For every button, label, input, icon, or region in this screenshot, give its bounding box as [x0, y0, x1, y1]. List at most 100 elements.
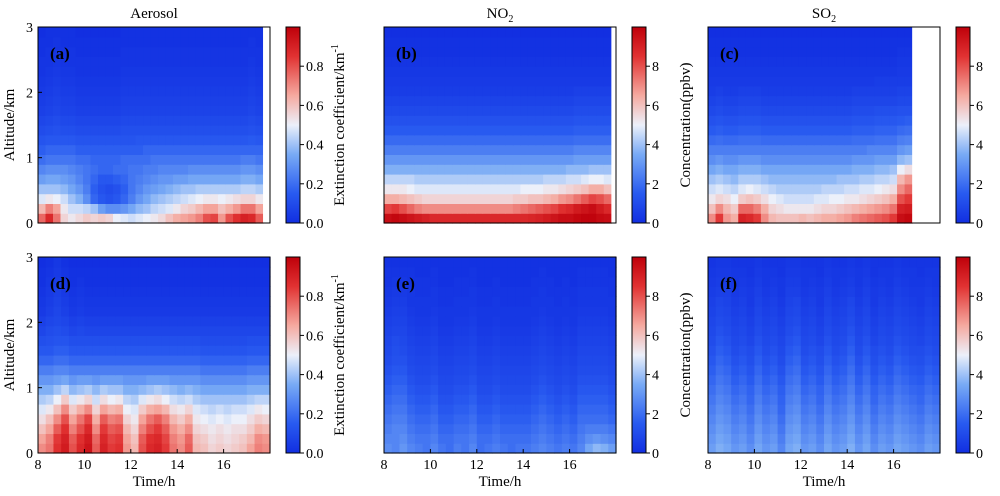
heatmap-cell: [60, 174, 69, 185]
heatmap-cell: [128, 36, 137, 48]
heatmap-cell: [730, 144, 739, 155]
colorbar-tick-label: 0.4: [306, 369, 324, 384]
heatmap-cell: [399, 213, 408, 224]
heatmap-cell: [130, 296, 140, 307]
heatmap-cell: [461, 433, 470, 444]
heatmap-cell: [255, 76, 264, 87]
heatmap-cell: [800, 315, 810, 327]
heatmap-cell: [851, 203, 860, 214]
heatmap-cell: [715, 266, 725, 278]
heatmap-cell: [862, 345, 871, 356]
heatmap-cell: [523, 364, 532, 376]
heatmap-cell: [406, 27, 415, 38]
heatmap-cell: [429, 203, 438, 214]
heatmap-cell: [523, 257, 532, 268]
heatmap-cell: [538, 296, 547, 307]
heatmap-cell: [161, 306, 171, 317]
heatmap-cell: [543, 183, 552, 195]
heatmap-cell: [505, 125, 514, 136]
heatmap-cell: [210, 115, 219, 126]
heatmap-cell: [836, 56, 845, 67]
heatmap-cell: [262, 286, 271, 297]
heatmap-cell: [490, 125, 499, 136]
heatmap-cell: [154, 413, 163, 425]
heatmap-cell: [550, 125, 559, 136]
heatmap-cell: [68, 286, 78, 297]
heatmap-cell: [889, 213, 898, 224]
heatmap-cell: [785, 364, 794, 376]
heatmap-cell: [146, 306, 155, 317]
heatmap-cell: [195, 56, 204, 67]
heatmap-cell: [231, 404, 240, 415]
heatmap-cell: [538, 315, 547, 327]
heatmap-cell: [154, 443, 163, 454]
heatmap-cell: [158, 203, 167, 214]
heatmap-cell: [783, 85, 792, 97]
heatmap-cell: [169, 364, 178, 376]
heatmap-cell: [874, 144, 883, 155]
heatmap-cell: [38, 105, 47, 116]
heatmap-cell: [723, 355, 732, 366]
heatmap-cell: [467, 105, 476, 116]
heatmap-cell: [889, 76, 898, 87]
heatmap-cell: [839, 286, 848, 297]
heatmap-cell: [130, 404, 140, 415]
heatmap-cell: [444, 193, 453, 204]
heatmap-cell: [113, 66, 122, 77]
heatmap-cell: [467, 193, 476, 204]
heatmap-cell: [806, 56, 815, 67]
heatmap-cell: [180, 66, 189, 77]
heatmap-cell: [45, 56, 54, 67]
heatmap-cell: [128, 27, 137, 38]
heatmap-cell: [870, 364, 879, 376]
heatmap-cell: [68, 315, 78, 327]
heatmap-cell: [885, 306, 895, 317]
heatmap-cell: [738, 27, 747, 38]
heatmap-cell: [916, 394, 926, 405]
heatmap-cell: [600, 443, 609, 454]
heatmap-cell: [512, 36, 522, 48]
heatmap-cell: [422, 266, 431, 278]
heatmap-cell: [154, 355, 163, 366]
heatmap-cell: [120, 27, 129, 38]
heatmap-cell: [932, 257, 941, 268]
heatmap-cell: [821, 95, 830, 106]
heatmap-cell: [452, 95, 461, 106]
heatmap-cell: [429, 154, 438, 165]
heatmap-cell: [195, 183, 204, 195]
heatmap-cell: [225, 213, 234, 224]
heatmap-cell: [391, 315, 401, 327]
heatmap-cell: [53, 394, 62, 405]
heatmap-cell: [239, 394, 248, 405]
heatmap-cell: [150, 154, 159, 165]
heatmap-cell: [791, 213, 800, 224]
heatmap-cell: [146, 257, 155, 268]
heatmap-cell: [798, 174, 807, 185]
heatmap-cell: [901, 433, 910, 444]
heatmap-cell: [99, 394, 109, 405]
heatmap-cell: [429, 27, 438, 38]
heatmap-cell: [785, 355, 794, 366]
y-axis-label: Altitude/km: [2, 318, 18, 391]
heatmap-cell: [831, 276, 841, 287]
heatmap-cell: [68, 355, 78, 366]
heatmap-cell: [461, 423, 470, 434]
heatmap-cell: [897, 36, 906, 48]
heatmap-cell: [255, 56, 264, 67]
heatmap-cell: [135, 36, 144, 48]
heatmap-cell: [130, 335, 140, 346]
heatmap-cell: [476, 355, 486, 366]
heatmap-cell: [200, 315, 209, 327]
heatmap-cell: [523, 384, 532, 395]
heatmap-cell: [588, 125, 597, 136]
heatmap-cell: [813, 193, 823, 204]
heatmap-cell: [723, 394, 732, 405]
heatmap-cell: [240, 174, 249, 185]
heatmap-cell: [507, 296, 517, 307]
heatmap-cell: [813, 125, 823, 136]
heatmap-cell: [561, 276, 571, 287]
heatmap-cell: [909, 345, 918, 356]
heatmap-cell: [177, 345, 186, 356]
heatmap-cell: [760, 36, 770, 48]
